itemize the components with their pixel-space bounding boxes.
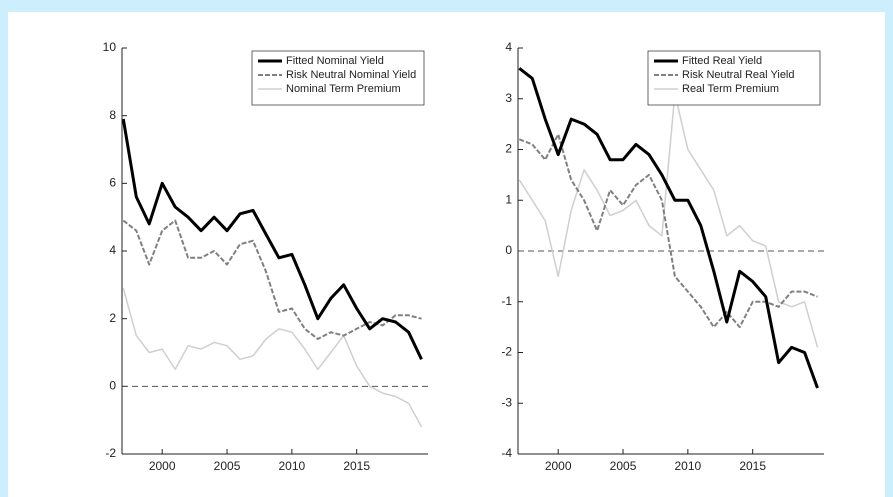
y-tick-label: 10	[103, 40, 117, 54]
y-tick-label: 2	[505, 142, 512, 156]
legend-label: Real Term Premium	[682, 83, 779, 95]
y-tick-label: 6	[109, 176, 116, 190]
legend-label: Nominal Term Premium	[286, 83, 401, 95]
y-tick-label: 8	[109, 108, 116, 122]
y-tick-label: 0	[109, 379, 116, 393]
series-line	[518, 133, 818, 329]
x-tick-label: 2015	[343, 459, 370, 473]
y-tick-label: -1	[501, 294, 512, 308]
y-tick-label: -4	[501, 446, 512, 460]
legend-label: Risk Neutral Nominal Yield	[286, 69, 416, 81]
x-tick-label: 2010	[279, 459, 306, 473]
y-tick-label: 4	[109, 243, 116, 257]
x-tick-label: 2000	[545, 459, 572, 473]
y-tick-label: -2	[105, 446, 116, 460]
y-tick-label: 3	[505, 91, 512, 105]
x-tick-label: 2000	[149, 459, 176, 473]
series-line	[122, 288, 423, 428]
y-tick-label: 4	[505, 40, 512, 54]
y-tick-label: 0	[505, 243, 512, 257]
legend-label: Fitted Nominal Yield	[286, 55, 384, 67]
legend: Fitted Nominal Yield Risk Neutral Nominal…	[251, 50, 425, 106]
legend-label: Risk Neutral Real Yield	[682, 69, 795, 81]
y-tick-label: -3	[501, 395, 512, 409]
x-tick-label: 2015	[739, 459, 766, 473]
x-tick-label: 2005	[214, 459, 241, 473]
series-line	[122, 219, 422, 340]
y-tick-label: -2	[501, 345, 512, 359]
series-line	[518, 92, 819, 348]
y-tick-label: 2	[109, 311, 116, 325]
y-tick-label: 1	[505, 192, 512, 206]
x-tick-label: 2010	[675, 459, 702, 473]
x-tick-label: 2005	[610, 459, 637, 473]
legend: Fitted Real Yield Risk Neutral Real Yield…	[647, 50, 821, 106]
series-line	[121, 118, 423, 360]
legend-label: Fitted Real Yield	[682, 55, 762, 67]
series-line	[518, 67, 819, 389]
